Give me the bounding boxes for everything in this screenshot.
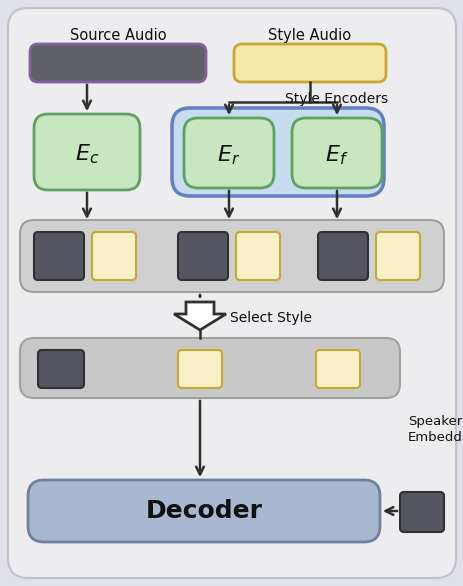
Text: Style Encoders: Style Encoders — [284, 92, 387, 106]
FancyBboxPatch shape — [172, 108, 383, 196]
FancyBboxPatch shape — [399, 492, 443, 532]
Text: Speaker
Embedding: Speaker Embedding — [407, 415, 463, 445]
FancyBboxPatch shape — [8, 8, 455, 578]
FancyBboxPatch shape — [315, 350, 359, 388]
Text: Source Audio: Source Audio — [69, 28, 166, 43]
Polygon shape — [174, 302, 225, 330]
FancyBboxPatch shape — [178, 232, 227, 280]
FancyBboxPatch shape — [30, 44, 206, 82]
Text: Style Audio: Style Audio — [268, 28, 351, 43]
FancyBboxPatch shape — [178, 350, 221, 388]
FancyBboxPatch shape — [375, 232, 419, 280]
FancyBboxPatch shape — [317, 232, 367, 280]
Text: Decoder: Decoder — [145, 499, 262, 523]
Text: $E_c$: $E_c$ — [75, 142, 99, 166]
FancyBboxPatch shape — [20, 220, 443, 292]
FancyBboxPatch shape — [236, 232, 279, 280]
FancyBboxPatch shape — [34, 114, 140, 190]
Text: $E_r$: $E_r$ — [217, 143, 240, 167]
FancyBboxPatch shape — [34, 232, 84, 280]
FancyBboxPatch shape — [184, 118, 274, 188]
FancyBboxPatch shape — [92, 232, 136, 280]
Text: Select Style: Select Style — [230, 311, 311, 325]
FancyBboxPatch shape — [20, 338, 399, 398]
FancyBboxPatch shape — [291, 118, 381, 188]
FancyBboxPatch shape — [28, 480, 379, 542]
Text: $E_f$: $E_f$ — [325, 143, 348, 167]
FancyBboxPatch shape — [38, 350, 84, 388]
FancyBboxPatch shape — [233, 44, 385, 82]
